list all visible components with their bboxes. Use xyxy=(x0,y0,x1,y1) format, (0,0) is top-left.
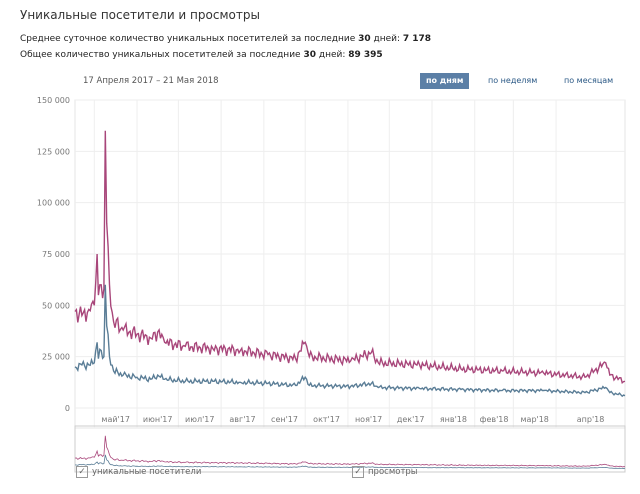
by-months-button[interactable]: по месяцам xyxy=(564,76,614,85)
x-tick-label: сен'17 xyxy=(271,415,298,424)
x-tick-label: дек'17 xyxy=(397,415,425,424)
y-tick-label: 125 000 xyxy=(37,147,70,156)
y-tick-label: 25 000 xyxy=(42,353,70,362)
avg-daily-stat: Среднее суточное количество уникальных п… xyxy=(20,34,432,44)
x-tick-label: ноя'17 xyxy=(355,415,382,424)
x-tick-label: июл'17 xyxy=(185,415,214,424)
checkbox-checked-icon[interactable]: ✓ xyxy=(352,466,364,478)
x-tick-label: фев'18 xyxy=(480,415,509,424)
x-tick-label: май'17 xyxy=(101,415,130,424)
page-title: Уникальные посетители и просмотры xyxy=(20,8,260,22)
x-tick-label: апр'18 xyxy=(577,415,605,424)
total-stat: Общее количество уникальных посетителей … xyxy=(20,50,383,60)
y-tick-label: 75 000 xyxy=(42,250,70,259)
y-tick-label: 100 000 xyxy=(37,199,70,208)
y-tick-label: 0 xyxy=(65,404,70,413)
checkbox-checked-icon[interactable]: ✓ xyxy=(76,466,88,478)
legend-label: уникальные посетители xyxy=(92,467,202,477)
by-weeks-button[interactable]: по неделям xyxy=(488,76,538,85)
x-tick-label: авг'17 xyxy=(229,415,255,424)
legend-views[interactable]: ✓ просмотры xyxy=(352,466,418,478)
navigator-line-0 xyxy=(74,435,625,468)
x-tick-label: июн'17 xyxy=(143,415,173,424)
navigator-frame xyxy=(74,425,626,473)
x-tick-label: янв'18 xyxy=(440,415,467,424)
x-tick-label: окт'17 xyxy=(313,415,340,424)
legend-visitors[interactable]: ✓ уникальные посетители xyxy=(76,466,201,478)
y-tick-label: 150 000 xyxy=(37,96,70,105)
legend-label: просмотры xyxy=(368,467,418,477)
date-range[interactable]: 17 Апреля 2017 – 21 Мая 2018 xyxy=(83,76,219,86)
x-tick-label: мар'18 xyxy=(521,415,549,424)
series-line-0 xyxy=(74,130,626,385)
series-line-1 xyxy=(74,284,626,398)
plot-frame xyxy=(74,99,626,429)
y-tick-label: 50 000 xyxy=(42,301,70,310)
navigator-line-1 xyxy=(74,454,626,469)
by-days-button[interactable]: по дням xyxy=(420,73,470,89)
